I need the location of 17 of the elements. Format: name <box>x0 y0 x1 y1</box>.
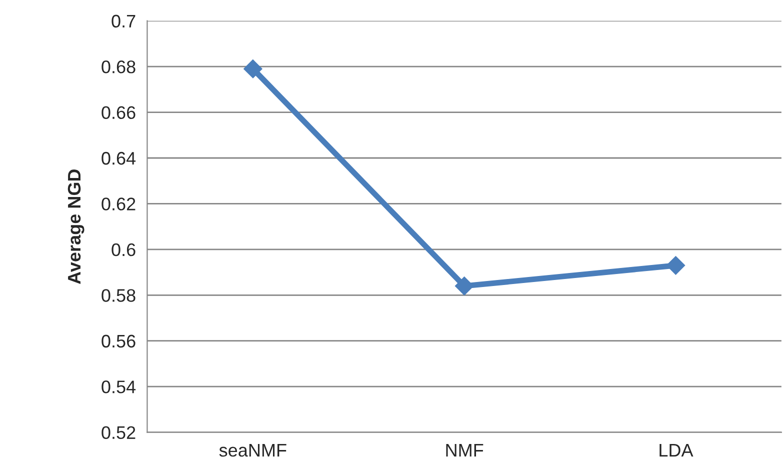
y-tick-label: 0.68 <box>102 60 136 74</box>
y-tick-label: 0.64 <box>102 152 136 165</box>
y-tick-label: 0.58 <box>102 289 136 302</box>
x-tick-label: LDA <box>660 444 694 456</box>
y-tick-label: 0.7 <box>112 14 136 28</box>
y-tick-label: 0.52 <box>102 426 136 440</box>
y-tick-label: 0.6 <box>112 243 136 256</box>
y-tick-label: 0.56 <box>102 334 136 348</box>
y-tick-label: 0.62 <box>102 198 136 210</box>
y-axis-title: Average NGD <box>68 169 84 284</box>
y-tick-label: 0.54 <box>102 380 136 394</box>
point <box>454 276 474 296</box>
x-tick-label: NMF <box>446 444 484 456</box>
x-tick-label: seaNMF <box>219 444 286 457</box>
y-tick-label: 0.66 <box>102 106 136 120</box>
point <box>244 60 262 78</box>
point <box>666 256 686 275</box>
